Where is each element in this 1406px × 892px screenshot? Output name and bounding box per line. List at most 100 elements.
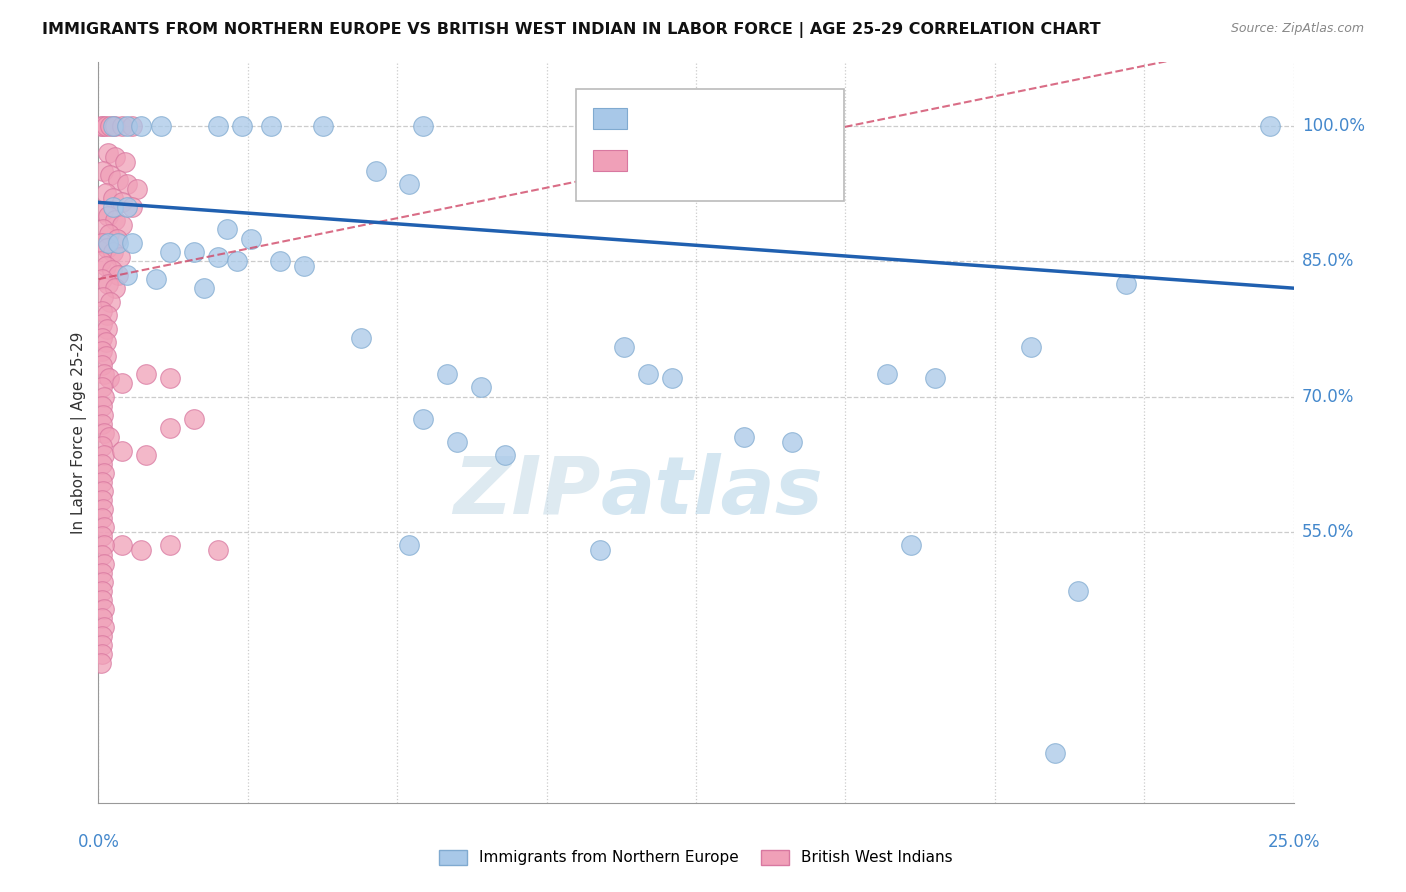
- Point: [125, 182, 148, 196]
- Point: [240, 231, 263, 245]
- Point: [107, 235, 129, 250]
- Point: [101, 119, 124, 133]
- Point: [900, 539, 922, 553]
- Point: [350, 331, 373, 345]
- Point: [98, 169, 122, 183]
- Point: [101, 245, 124, 260]
- Point: [733, 430, 755, 444]
- Text: R =  0.144   N = 91: R = 0.144 N = 91: [637, 153, 810, 168]
- Text: atlas: atlas: [600, 453, 823, 531]
- Point: [104, 119, 127, 133]
- Point: [111, 443, 134, 458]
- Point: [94, 119, 117, 133]
- Point: [217, 222, 239, 236]
- Point: [101, 200, 124, 214]
- Point: [91, 566, 114, 580]
- Point: [91, 493, 114, 508]
- Point: [121, 200, 143, 214]
- Point: [145, 272, 167, 286]
- Point: [183, 412, 205, 426]
- Legend: Immigrants from Northern Europe, British West Indians: Immigrants from Northern Europe, British…: [439, 849, 953, 865]
- Point: [93, 367, 115, 381]
- Point: [91, 222, 114, 236]
- Point: [91, 417, 114, 431]
- Point: [93, 448, 115, 462]
- Point: [924, 371, 946, 385]
- Point: [93, 467, 115, 481]
- Y-axis label: In Labor Force | Age 25-29: In Labor Force | Age 25-29: [72, 332, 87, 533]
- Point: [91, 119, 114, 133]
- Point: [91, 638, 114, 652]
- Point: [94, 349, 117, 363]
- Point: [97, 235, 120, 250]
- Point: [104, 281, 127, 295]
- Point: [637, 367, 659, 381]
- Point: [436, 367, 458, 381]
- Point: [226, 254, 249, 268]
- Point: [115, 268, 138, 282]
- Point: [94, 335, 117, 350]
- Point: [121, 119, 143, 133]
- Point: [101, 263, 124, 277]
- Point: [90, 656, 112, 670]
- Point: [398, 539, 420, 553]
- Point: [91, 548, 114, 562]
- Point: [93, 539, 115, 553]
- Point: [91, 484, 114, 499]
- Point: [98, 294, 122, 309]
- Point: [93, 557, 115, 571]
- Point: [115, 178, 138, 192]
- Text: ZIP: ZIP: [453, 453, 600, 531]
- Point: [94, 186, 117, 201]
- Point: [231, 119, 253, 133]
- Point: [1258, 119, 1281, 133]
- Text: IMMIGRANTS FROM NORTHERN EUROPE VS BRITISH WEST INDIAN IN LABOR FORCE | AGE 25-2: IMMIGRANTS FROM NORTHERN EUROPE VS BRITI…: [42, 22, 1101, 38]
- Text: 70.0%: 70.0%: [1302, 387, 1354, 406]
- Point: [91, 380, 114, 394]
- Point: [661, 371, 683, 385]
- Point: [111, 195, 134, 210]
- Point: [269, 254, 291, 268]
- Point: [91, 583, 114, 598]
- Point: [312, 119, 335, 133]
- Point: [91, 574, 114, 589]
- Point: [91, 457, 114, 471]
- Text: 100.0%: 100.0%: [1302, 117, 1365, 135]
- Point: [107, 268, 129, 282]
- Point: [104, 213, 127, 227]
- Text: 25.0%: 25.0%: [1267, 833, 1320, 851]
- Point: [91, 204, 114, 219]
- Point: [114, 154, 136, 169]
- Point: [97, 145, 120, 160]
- Point: [494, 448, 516, 462]
- Text: 55.0%: 55.0%: [1302, 523, 1354, 541]
- Point: [292, 259, 315, 273]
- Text: 0.0%: 0.0%: [77, 833, 120, 851]
- Point: [876, 367, 898, 381]
- Point: [91, 592, 114, 607]
- Point: [780, 434, 803, 449]
- Point: [91, 303, 114, 318]
- Point: [104, 150, 127, 164]
- Point: [96, 240, 118, 254]
- Point: [412, 412, 434, 426]
- Point: [111, 376, 134, 390]
- Point: [259, 119, 281, 133]
- Point: [149, 119, 172, 133]
- Point: [97, 277, 120, 291]
- Point: [91, 318, 114, 332]
- Point: [91, 344, 114, 359]
- Point: [93, 520, 115, 534]
- Point: [135, 367, 157, 381]
- Point: [91, 610, 114, 624]
- Text: R = -0.132   N = 49: R = -0.132 N = 49: [637, 112, 810, 126]
- Point: [183, 245, 205, 260]
- Point: [91, 331, 114, 345]
- Point: [470, 380, 492, 394]
- Point: [91, 529, 114, 543]
- Point: [91, 290, 114, 304]
- Point: [398, 178, 420, 192]
- Point: [97, 371, 120, 385]
- Text: Source: ZipAtlas.com: Source: ZipAtlas.com: [1230, 22, 1364, 36]
- Point: [96, 322, 118, 336]
